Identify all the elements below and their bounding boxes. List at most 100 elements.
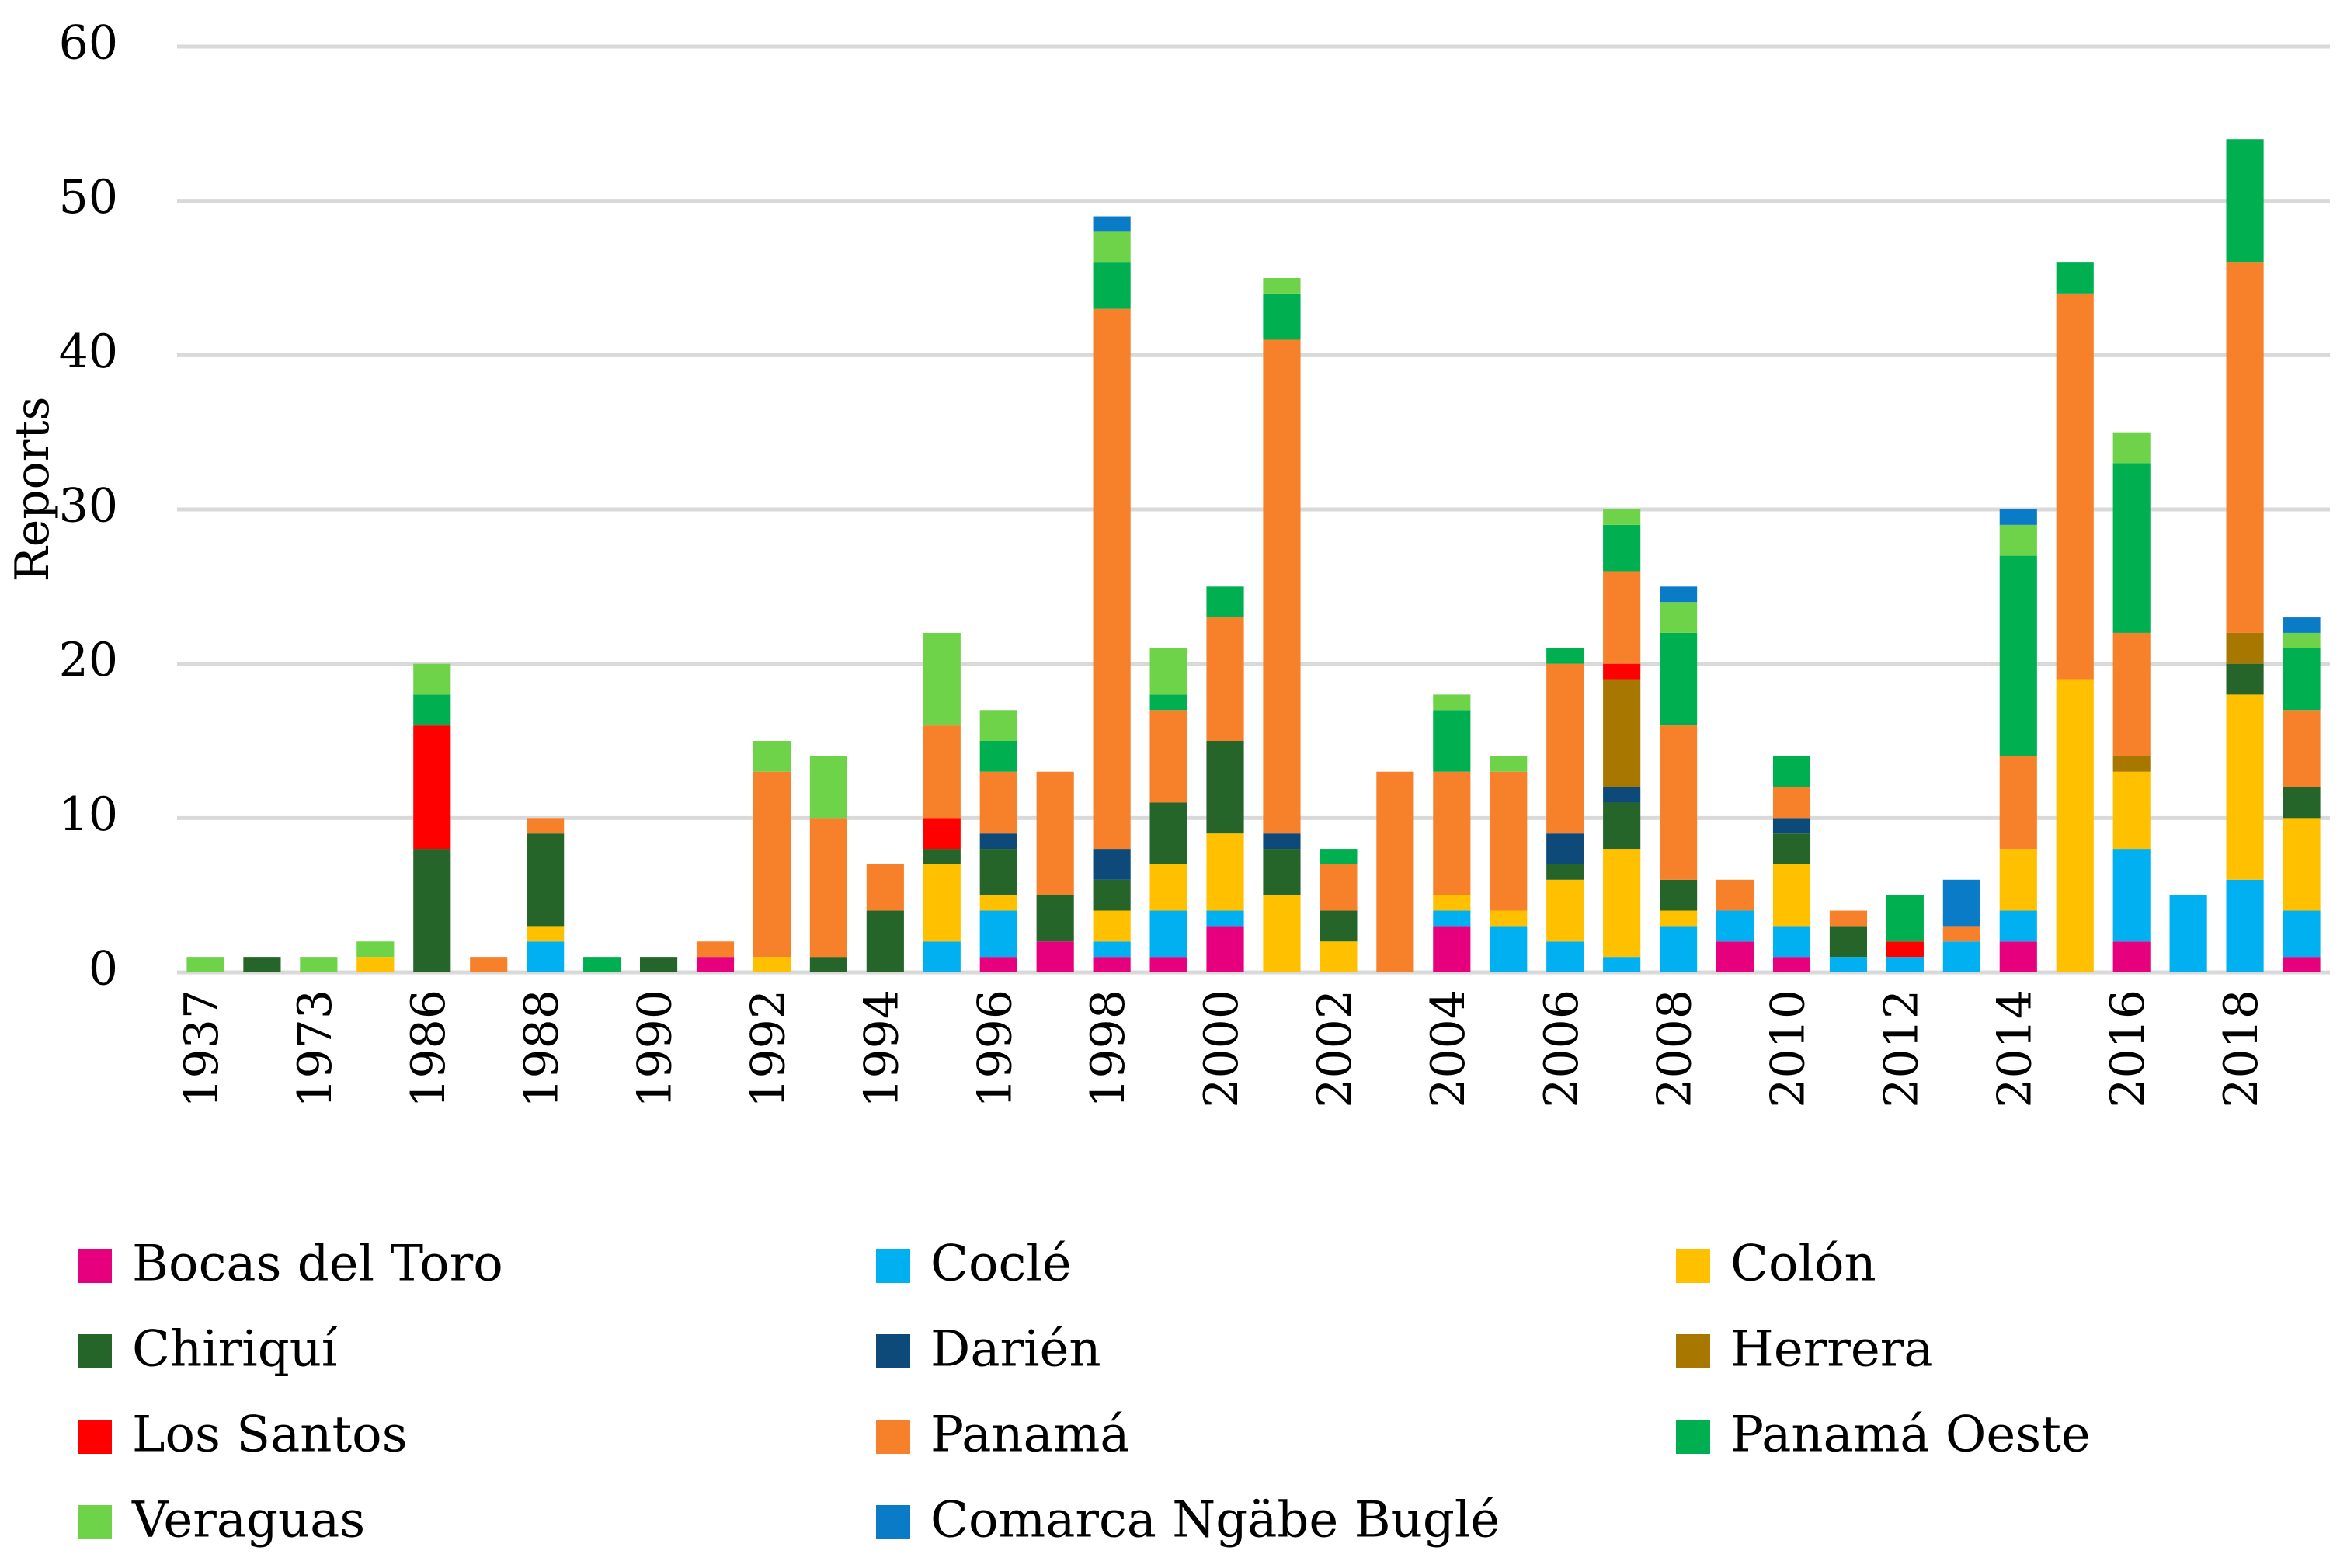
bar-segment-colon-2010 [1772, 864, 1811, 927]
bar-segment-veraguas-2005 [1490, 756, 1528, 772]
legend-label-veraguas: Veraguas [131, 1492, 365, 1549]
bar-segment-colon-2014 [1999, 849, 2037, 911]
legend: Bocas del Toro Coclé Colón Chiriquí Darién He… [78, 1236, 2091, 1549]
bar-segment-panama-1994 [866, 864, 904, 911]
bar-segment-chiriqui-1998 [1093, 879, 1131, 911]
bar-segment-cocle-2018 [2226, 879, 2264, 972]
bar-segment-herrera-2018 [2226, 632, 2264, 664]
bar-segment-panama-2007 [1603, 571, 1641, 664]
bar-segment-herrera-2007 [1603, 679, 1641, 787]
bar-segment-comarca-ngabe-bugle-2013 [1942, 879, 1980, 927]
legend-swatch-comarca-ngabe-bugle [876, 1505, 910, 1539]
bar-segment-chiriqui-1997 [1036, 895, 1074, 942]
bar-segment-veraguas-2016 [2112, 432, 2151, 464]
bar-segment-bocas-del-toro-2000 [1206, 926, 1244, 972]
y-axis-tick-labels: 0 10 20 30 40 50 60 [59, 16, 118, 996]
bar-segment-panama-oeste-2018 [2226, 139, 2264, 263]
x-tick-label: 1990 [628, 989, 683, 1108]
bar-segment-chiriqui-2006 [1546, 864, 1584, 880]
bar-segment-chiriqui-2001 [1263, 849, 1301, 895]
bar-segment-colon-2001 [1263, 895, 1301, 972]
bar-segment-cocle-2009 [1716, 910, 1754, 942]
legend-swatch-bocas-del-toro [78, 1249, 112, 1283]
bar-segment-bocas-del-toro-1998 [1093, 957, 1131, 972]
bar-segment-cocle-1998 [1093, 941, 1131, 958]
bar-segment-panama-oeste-2012 [1886, 895, 1924, 942]
bar-segment-herrera-2016 [2112, 756, 2151, 772]
legend-label-bocas-del-toro: Bocas del Toro [132, 1236, 503, 1293]
bar-segment-cocle-2006 [1546, 941, 1584, 972]
bar-segment-colon-1999 [1149, 864, 1187, 911]
x-tick-label: 1986 [402, 989, 456, 1108]
bar-segment-panama-oeste-2001 [1263, 293, 1301, 340]
bar-segment-colon-2015 [2056, 679, 2094, 972]
bar-segment-panama-oeste-2004 [1433, 710, 1471, 772]
bar-segment-colon-1992 [753, 957, 791, 972]
bar-segment-panama-2014 [1999, 756, 2037, 850]
bar-segment-panama-oeste-2019 [2283, 648, 2321, 711]
bar-segment-panama-oeste-2002 [1320, 849, 1358, 864]
x-tick-label: 1994 [854, 989, 909, 1108]
bar-segment-panama-1987 [470, 957, 508, 972]
bar-segment-cocle-2004 [1433, 910, 1471, 927]
bar-segment-veraguas-1937 [186, 957, 224, 972]
bar-segment-panama-oeste-2007 [1603, 524, 1641, 572]
x-tick-label: 1937 [175, 989, 229, 1108]
y-tick-label: 60 [59, 16, 118, 71]
bar-segment-cocle-2017 [2169, 895, 2207, 972]
y-tick-label: 30 [59, 479, 118, 534]
legend-label-panama-oeste: Panamá Oeste [1730, 1406, 2091, 1464]
bar-segment-bocas-del-toro-2009 [1716, 941, 1754, 972]
bar-segment-cocle-2007 [1603, 957, 1641, 972]
x-tick-label: 2000 [1194, 989, 1249, 1108]
bar-segment-chiriqui-2019 [2283, 787, 2321, 819]
x-tick-label: 2016 [2101, 989, 2155, 1108]
bar-segment-bocas-del-toro-1997 [1036, 941, 1074, 972]
bar-segment-panama-2003 [1376, 771, 1414, 972]
bar-segment-panama-2019 [2283, 710, 2321, 787]
bar-segment-bocas-del-toro-1999 [1149, 957, 1187, 972]
bar-segment-chiriqui-1965 [243, 957, 281, 972]
x-tick-label: 1998 [1081, 989, 1135, 1108]
bar-segment-bocas-del-toro-1996 [979, 957, 1017, 972]
bar-segment-cocle-2010 [1772, 926, 1811, 958]
bar-segment-comarca-ngabe-bugle-1998 [1093, 216, 1131, 232]
x-tick-label: 2010 [1761, 989, 1816, 1108]
bar-segment-panama-2006 [1546, 663, 1584, 834]
bar-segment-panama-2004 [1433, 771, 1471, 895]
legend-swatch-panama-oeste [1676, 1420, 1710, 1454]
bar-segment-panama-oeste-1989 [583, 957, 621, 972]
bar-segment-bocas-del-toro-1991 [696, 957, 735, 972]
bar-segment-cocle-2013 [1942, 941, 1980, 972]
bar-segment-panama-oeste-2016 [2112, 463, 2151, 633]
y-tick-label: 20 [59, 633, 118, 687]
bar-segment-panama-oeste-2014 [1999, 555, 2037, 756]
bar-segment-colon-1995 [923, 864, 961, 942]
bar-segment-comarca-ngabe-bugle-2014 [1999, 509, 2037, 525]
legend-label-chiriqui: Chiriquí [132, 1321, 338, 1379]
legend-label-darien: Darién [930, 1321, 1101, 1379]
bar-segment-panama-oeste-2006 [1546, 648, 1584, 664]
bar-segment-colon-2018 [2226, 694, 2264, 880]
bar-segment-bocas-del-toro-2019 [2283, 957, 2321, 972]
bar-segment-veraguas-2001 [1263, 278, 1301, 294]
x-tick-label: 2018 [2214, 989, 2269, 1108]
bar-segment-bocas-del-toro-2010 [1772, 957, 1811, 972]
bar-segment-cocle-1996 [979, 910, 1017, 958]
bar-segment-veraguas-1998 [1093, 231, 1131, 263]
bar-segment-darien-1996 [979, 833, 1017, 850]
bar-segment-veraguas-2014 [1999, 524, 2037, 556]
bar-segment-los-santos-1995 [923, 818, 961, 850]
bar-segment-panama-oeste-1986 [413, 694, 451, 726]
y-tick-label: 50 [59, 170, 118, 224]
bar-segment-chiriqui-2000 [1206, 741, 1244, 834]
bar-segment-cocle-2000 [1206, 910, 1244, 927]
x-tick-label: 2004 [1421, 989, 1476, 1108]
bar-segment-panama-2002 [1320, 864, 1358, 911]
y-tick-label: 10 [59, 787, 118, 842]
bar-segment-colon-2004 [1433, 895, 1471, 911]
x-tick-label: 1992 [742, 989, 796, 1108]
legend-label-panama: Panamá [930, 1406, 1130, 1464]
bar-segment-colon-2006 [1546, 879, 1584, 942]
